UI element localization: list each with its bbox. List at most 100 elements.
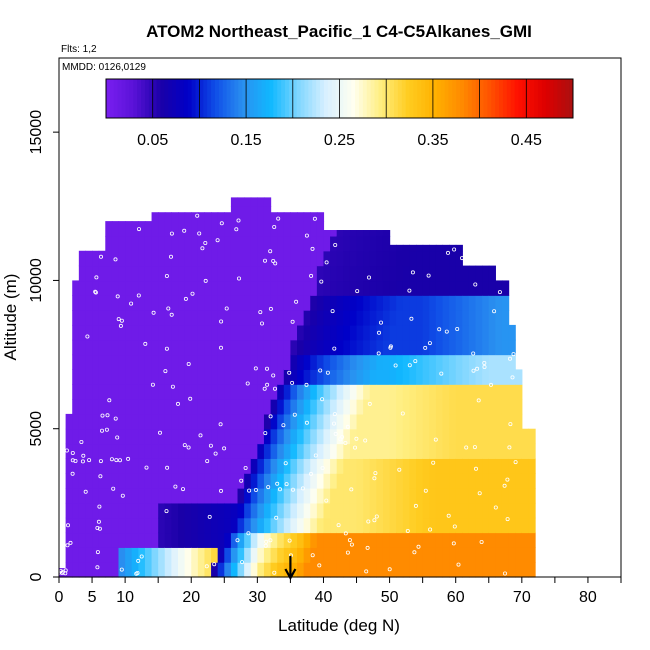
heatmap-cell [442, 310, 450, 326]
heatmap-cell [72, 428, 80, 445]
heatmap-cell [343, 310, 351, 326]
heatmap-cell [250, 428, 258, 445]
heatmap-cell [343, 443, 351, 459]
sample-marker [508, 422, 513, 427]
heatmap-cell [462, 265, 470, 282]
sample-marker [310, 246, 315, 251]
sample-marker [363, 438, 368, 443]
heatmap-cell [376, 413, 384, 430]
sample-marker [393, 363, 398, 368]
heatmap-cell [462, 488, 470, 504]
sample-marker [446, 513, 451, 518]
heatmap-cell [204, 295, 212, 311]
heatmap-cell [65, 562, 73, 578]
heatmap-cell [343, 265, 351, 282]
heatmap-cell [310, 473, 318, 489]
heatmap-cell [138, 250, 146, 267]
heatmap-cell [224, 295, 232, 311]
sample-marker [115, 435, 120, 440]
heatmap-cell [416, 413, 424, 430]
heatmap-cell [270, 413, 278, 430]
heatmap-cell [409, 339, 417, 356]
sample-marker [336, 523, 341, 528]
heatmap-cell [164, 488, 172, 504]
heatmap-cell [171, 310, 179, 326]
heatmap-cell [422, 443, 430, 459]
heatmap-cell [323, 265, 331, 282]
heatmap-cell [164, 250, 172, 267]
heatmap-cell [277, 399, 285, 415]
heatmap-cell [131, 235, 139, 252]
heatmap-cell [78, 562, 87, 578]
heatmap-cell [429, 458, 437, 474]
heatmap-cell [316, 384, 325, 400]
heatmap-cell [125, 399, 133, 415]
colorbar-swatch [510, 79, 516, 118]
heatmap-cell [144, 562, 153, 578]
heatmap-cell [197, 369, 206, 385]
heatmap-cell [488, 310, 496, 326]
heatmap-cell [78, 250, 87, 267]
heatmap-cell [316, 413, 325, 430]
heatmap-cell [462, 324, 470, 341]
heatmap-cell [449, 488, 457, 504]
heatmap-cell [144, 354, 153, 370]
sample-marker [268, 306, 273, 311]
sample-marker [168, 254, 173, 259]
heatmap-cell [158, 295, 166, 311]
heatmap-cell [131, 413, 139, 430]
heatmap-cell [396, 369, 404, 385]
heatmap-cell [283, 221, 292, 237]
heatmap-cell [409, 295, 417, 311]
heatmap-cell [462, 562, 470, 578]
colorbar-swatch [121, 79, 126, 118]
heatmap-cell [211, 235, 219, 252]
heatmap-cell [303, 428, 311, 445]
heatmap-cell [290, 488, 298, 504]
colorbar: 0.05 0.15 0.25 0.35 0.45 [105, 78, 574, 149]
heatmap-cell [204, 354, 212, 370]
heatmap-cell [118, 399, 126, 415]
heatmap-cell [508, 458, 516, 474]
sample-marker [116, 317, 121, 322]
heatmap-cell [402, 369, 411, 385]
sample-marker [151, 310, 156, 315]
heatmap-cell [211, 413, 219, 430]
heatmap-cell [277, 221, 285, 237]
heatmap-cell [257, 235, 265, 252]
heatmap-cell [495, 502, 503, 519]
heatmap-cell [164, 369, 172, 385]
heatmap-cell [402, 473, 411, 489]
heatmap-cell [217, 310, 225, 326]
colorbar-swatch [390, 79, 395, 118]
heatmap-cell [316, 428, 325, 445]
heatmap-cell [237, 295, 245, 311]
heatmap-cell [316, 458, 325, 474]
heatmap-cell [131, 488, 139, 504]
heatmap-cell [310, 235, 318, 252]
heatmap-cell [72, 532, 80, 548]
heatmap-cell [336, 265, 344, 282]
heatmap-cell [389, 265, 397, 282]
heatmap-cell [144, 413, 153, 430]
heatmap-cell [184, 212, 192, 222]
heatmap-cell [237, 547, 245, 563]
heatmap-cell [442, 428, 450, 445]
sample-marker [215, 238, 220, 243]
heatmap-cell [78, 280, 87, 296]
heatmap-cell [263, 265, 272, 282]
heatmap-cell [488, 413, 496, 430]
heatmap-cell [211, 532, 219, 548]
heatmap-cell [382, 324, 391, 341]
heatmap-cell [416, 458, 424, 474]
heatmap-cell [138, 443, 146, 459]
heatmap-cell [488, 428, 496, 445]
heatmap-cell [376, 532, 384, 548]
heatmap-cell [356, 280, 364, 296]
heatmap-cell [501, 517, 510, 534]
sample-marker [332, 346, 337, 351]
heatmap-cell [442, 354, 450, 370]
heatmap-cell [442, 443, 450, 459]
heatmap-cell [422, 244, 430, 252]
